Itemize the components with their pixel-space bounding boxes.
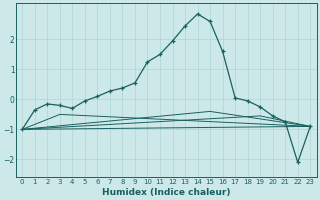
X-axis label: Humidex (Indice chaleur): Humidex (Indice chaleur) bbox=[102, 188, 230, 197]
